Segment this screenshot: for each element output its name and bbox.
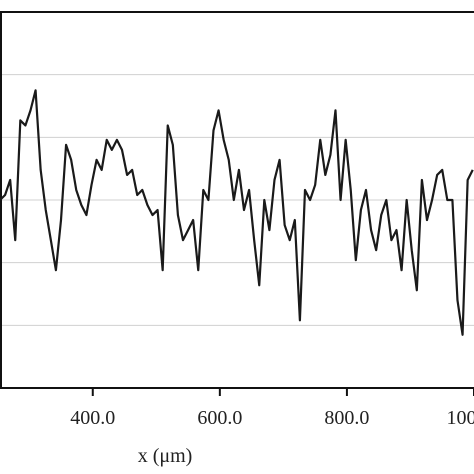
data-line — [0, 89, 474, 336]
x-axis-title: x (μm) — [138, 445, 193, 467]
x-tick-label: 400.0 — [70, 407, 115, 429]
x-tick-label: 600.0 — [197, 407, 242, 429]
x-tick-label: 800.0 — [324, 407, 369, 429]
x-tick-label: 1000.0 — [447, 407, 474, 429]
